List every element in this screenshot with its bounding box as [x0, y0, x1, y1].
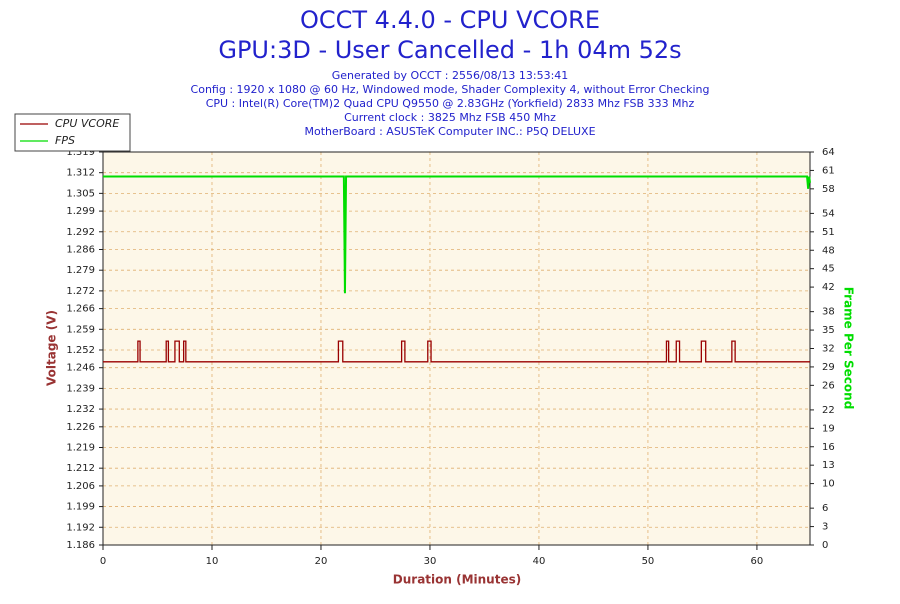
- y2-tick-label: 35: [822, 325, 835, 336]
- y2-tick-label: 61: [822, 165, 835, 176]
- x-tick-label: 20: [315, 556, 328, 567]
- y2-tick-label: 42: [822, 282, 835, 293]
- series-line: [103, 340, 810, 363]
- plot-frame: [102, 151, 811, 546]
- y-tick-label: 1.286: [66, 245, 95, 256]
- y-tick-label: 1.312: [66, 168, 95, 179]
- legend-label: FPS: [55, 134, 75, 147]
- y-tick-label: 1.226: [66, 422, 95, 433]
- y2-tick-label: 58: [822, 184, 835, 195]
- y-tick-label: 1.219: [66, 442, 95, 453]
- y2-tick-label: 0: [822, 540, 828, 551]
- info-line: MotherBoard : ASUSTeK Computer INC.: P5Q…: [304, 125, 595, 138]
- y2-tick-label: 26: [822, 380, 835, 391]
- y2-tick-label: 16: [822, 442, 835, 453]
- y-tick-label: 1.246: [66, 363, 95, 374]
- x-tick-label: 60: [751, 556, 764, 567]
- plot-area: [103, 152, 810, 545]
- chart-title: OCCT 4.4.0 - CPU VCORE: [300, 6, 600, 34]
- y-tick-label: 1.292: [66, 227, 95, 238]
- y2-tick-label: 51: [822, 227, 835, 238]
- chart-subtitle: GPU:3D - User Cancelled - 1h 04m 52s: [218, 36, 681, 64]
- x-tick-label: 40: [533, 556, 546, 567]
- y-tick-label: 1.272: [66, 286, 95, 297]
- y2-tick-label: 32: [822, 344, 835, 355]
- y-tick-label: 1.192: [66, 522, 95, 533]
- legend-label: CPU VCORE: [55, 117, 119, 130]
- y-tick-label: 1.299: [66, 206, 95, 217]
- info-line: Config : 1920 x 1080 @ 60 Hz, Windowed m…: [191, 83, 710, 96]
- x-tick-label: 0: [100, 556, 106, 567]
- y-tick-label: 1.279: [66, 265, 95, 276]
- y-tick-label: 1.252: [66, 345, 95, 356]
- y2-axis-label: Frame Per Second: [842, 287, 856, 410]
- y2-tick-label: 3: [822, 522, 828, 533]
- y2-tick-label: 29: [822, 362, 835, 373]
- y2-tick-label: 48: [822, 245, 835, 256]
- y-tick-label: 1.259: [66, 324, 95, 335]
- y2-tick-label: 13: [822, 460, 835, 471]
- y2-tick-label: 19: [822, 423, 835, 434]
- y2-tick-label: 10: [822, 479, 835, 490]
- y-tick-label: 1.199: [66, 502, 95, 513]
- y2-tick-label: 38: [822, 307, 835, 318]
- y-tick-label: 1.206: [66, 481, 95, 492]
- x-tick-label: 10: [206, 556, 219, 567]
- x-tick-label: 50: [642, 556, 655, 567]
- info-line: CPU : Intel(R) Core(TM)2 Quad CPU Q9550 …: [206, 97, 695, 110]
- legend-box: [14, 113, 131, 152]
- x-tick-label: 30: [424, 556, 437, 567]
- y-tick-label: 1.319: [66, 147, 95, 158]
- y-axis-label: Voltage (V): [45, 310, 59, 386]
- y-tick-label: 1.186: [66, 540, 95, 551]
- y2-tick-label: 22: [822, 405, 835, 416]
- y-tick-label: 1.305: [66, 188, 95, 199]
- info-line: Current clock : 3825 Mhz FSB 450 Mhz: [344, 111, 556, 124]
- x-axis-label: Duration (Minutes): [393, 573, 521, 587]
- info-line: Generated by OCCT : 2556/08/13 13:53:41: [332, 69, 569, 82]
- y-tick-label: 1.232: [66, 404, 95, 415]
- y2-tick-label: 45: [822, 264, 835, 275]
- y2-tick-label: 64: [822, 147, 835, 158]
- y2-tick-label: 6: [822, 503, 828, 514]
- series-line: [103, 175, 811, 294]
- y-tick-label: 1.239: [66, 383, 95, 394]
- y-tick-label: 1.266: [66, 304, 95, 315]
- y-tick-label: 1.212: [66, 463, 95, 474]
- y2-tick-label: 54: [822, 208, 835, 219]
